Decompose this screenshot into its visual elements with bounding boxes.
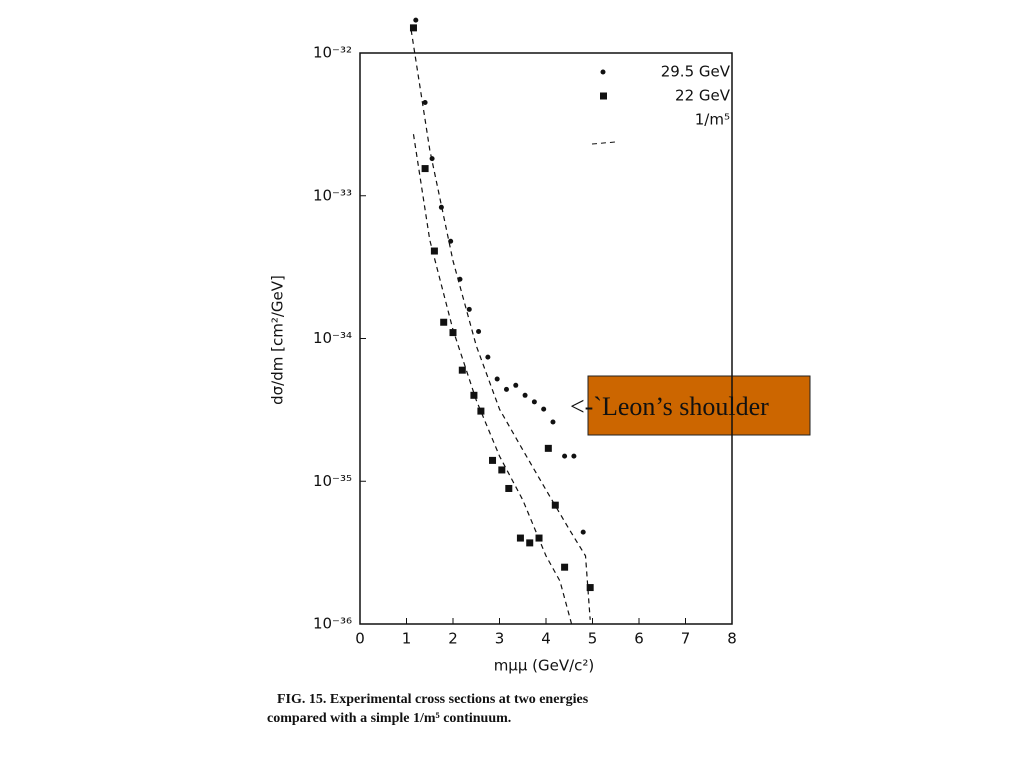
x-tick-label: 1 (402, 630, 412, 648)
point (449, 329, 457, 337)
point (541, 406, 547, 412)
point (440, 318, 448, 326)
x-tick-label: 6 (634, 630, 644, 648)
point (477, 407, 485, 415)
x-tick-label: 7 (681, 630, 691, 648)
point (580, 529, 586, 535)
y-tick-label: 10⁻³⁴ (313, 329, 352, 347)
point (413, 17, 419, 23)
x-tick-label: 5 (588, 630, 598, 648)
point (561, 563, 569, 571)
point (551, 501, 559, 509)
y-tick-label: 10⁻³⁶ (313, 615, 352, 633)
point (550, 419, 556, 425)
point (526, 539, 534, 547)
point (470, 391, 478, 399)
annotation-box (587, 375, 811, 436)
annotation: <-`Leon’s shoulder (570, 392, 769, 421)
legend-label: 29.5 GeV (661, 63, 731, 81)
y-tick-label: 10⁻³² (313, 44, 352, 62)
point (422, 100, 428, 106)
point (489, 456, 497, 464)
point (476, 328, 482, 334)
point (516, 534, 524, 542)
point (430, 247, 438, 255)
curve (410, 29, 591, 625)
point (409, 24, 417, 32)
point (531, 399, 537, 405)
point (544, 444, 552, 452)
point (421, 165, 429, 173)
y-axis-label: dσ/dm [cm²/GeV] (269, 275, 287, 405)
point (458, 366, 466, 374)
plot-frame (359, 52, 733, 625)
legend-label: 1/m⁵ (695, 111, 730, 129)
legend-key (591, 141, 616, 145)
point (466, 306, 472, 312)
x-tick-label: 4 (541, 630, 551, 648)
point (498, 466, 506, 474)
point (505, 484, 513, 492)
x-tick-label: 0 (355, 630, 365, 648)
legend-key (600, 69, 606, 75)
y-tick-label: 10⁻³³ (313, 186, 352, 204)
point (438, 204, 444, 210)
point (503, 386, 509, 392)
x-tick-label: 8 (727, 630, 737, 648)
caption-line: FIG. 15. Experimental cross sections at … (277, 692, 589, 707)
point (513, 382, 519, 388)
point (485, 354, 491, 360)
legend-key (600, 92, 607, 100)
x-tick-label: 3 (495, 630, 505, 648)
caption-line: compared with a simple 1/m⁵ continuum. (267, 711, 511, 726)
point (522, 392, 528, 398)
point (562, 453, 568, 459)
point (571, 453, 577, 459)
point (494, 376, 500, 382)
x-tick-label: 2 (448, 630, 458, 648)
legend-label: 22 GeV (675, 87, 731, 105)
x-axis-label: mμμ (GeV/c²) (494, 657, 595, 675)
point (586, 584, 594, 592)
y-tick-label: 10⁻³⁵ (313, 472, 352, 490)
